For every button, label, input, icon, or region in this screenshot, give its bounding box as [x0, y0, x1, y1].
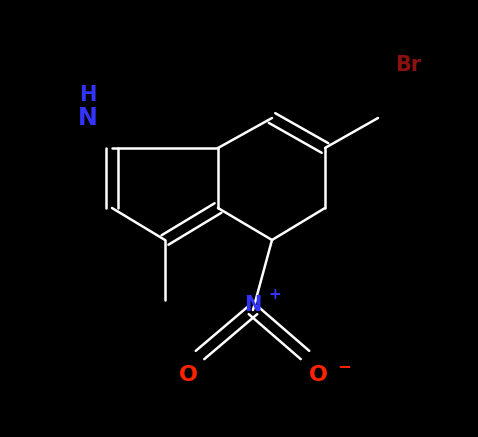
Text: O: O	[178, 365, 197, 385]
Text: Br: Br	[395, 55, 421, 75]
Text: N: N	[78, 106, 98, 130]
Text: +: +	[268, 287, 281, 302]
Text: H: H	[79, 85, 97, 105]
Text: O: O	[308, 365, 327, 385]
Text: N: N	[244, 295, 261, 315]
Text: −: −	[337, 357, 351, 375]
